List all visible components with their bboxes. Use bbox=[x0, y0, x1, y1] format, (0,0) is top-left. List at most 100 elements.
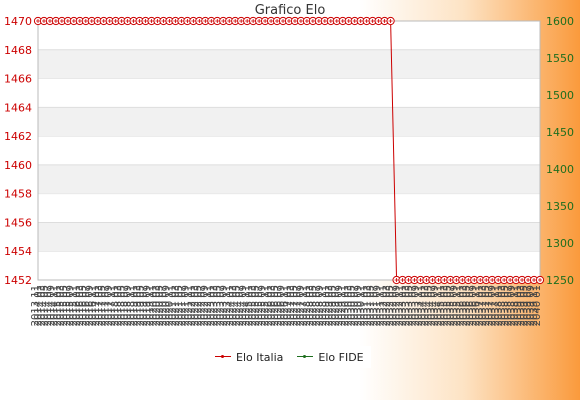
data-point-marker bbox=[478, 278, 483, 282]
x-tick-label: 2015 11 bbox=[68, 285, 79, 326]
x-tick-label: 2024 05 bbox=[231, 285, 242, 326]
data-point-marker bbox=[484, 278, 489, 282]
x-tick-label: 2021 03 bbox=[171, 285, 182, 326]
x-tick-label: 2019 11 bbox=[145, 285, 156, 326]
x-tick-label: 2018 09 bbox=[123, 285, 134, 326]
x-tick-label: 2032 05 bbox=[385, 285, 396, 326]
x-tick-label: 2038 09 bbox=[506, 285, 517, 326]
x-tick-label: 2014 05 bbox=[40, 285, 51, 326]
x-tick-label: 2034 11 bbox=[433, 285, 444, 326]
x-tick-label: 2025 07 bbox=[254, 285, 265, 326]
data-point-marker bbox=[292, 19, 297, 23]
x-tick-label: 2028 03 bbox=[305, 285, 316, 326]
data-point-marker bbox=[173, 19, 178, 23]
legend-label-elo-fide: Elo FIDE bbox=[318, 350, 364, 364]
x-tick-label: 2033 03 bbox=[401, 285, 412, 326]
x-tick-label: 2014 03 bbox=[36, 285, 47, 326]
x-tick-label: 2030 01 bbox=[340, 285, 351, 326]
x-tick-label: 2034 07 bbox=[426, 285, 437, 326]
x-tick-label: 2027 05 bbox=[289, 285, 300, 326]
data-point-marker bbox=[107, 19, 112, 23]
legend-item-elo-italia: Elo Italia bbox=[215, 351, 283, 364]
x-tick-label: 2022 09 bbox=[199, 285, 210, 326]
y-right-tick-label: 1350 bbox=[546, 200, 574, 213]
data-point-marker bbox=[352, 19, 357, 23]
x-tick-label: 2014 07 bbox=[43, 285, 54, 326]
x-tick-label: 2017 09 bbox=[104, 285, 115, 326]
data-point-marker bbox=[448, 278, 453, 282]
x-tick-label: 2036 05 bbox=[462, 285, 473, 326]
data-point-marker bbox=[418, 278, 423, 282]
x-tick-label: 2037 09 bbox=[487, 285, 498, 326]
x-tick-label: 2027 07 bbox=[292, 285, 303, 326]
data-point-marker bbox=[520, 278, 525, 282]
x-tick-label: 2028 09 bbox=[315, 285, 326, 326]
data-point-marker bbox=[358, 19, 363, 23]
x-tick-label: 2015 01 bbox=[52, 285, 63, 326]
x-tick-label: 2016 07 bbox=[81, 285, 92, 326]
x-tick-label: 2019 05 bbox=[136, 285, 147, 326]
data-point-marker bbox=[59, 19, 64, 23]
x-tick-label: 2027 09 bbox=[295, 285, 306, 326]
x-tick-label: 2028 05 bbox=[308, 285, 319, 326]
data-point-marker bbox=[316, 19, 321, 23]
data-point-marker bbox=[496, 278, 501, 282]
x-tick-label: 2013 11 bbox=[30, 285, 41, 326]
data-point-marker bbox=[71, 19, 76, 23]
x-tick-label: 2028 07 bbox=[311, 285, 322, 326]
data-point-marker bbox=[376, 19, 381, 23]
x-tick-label: 2022 01 bbox=[187, 285, 198, 326]
x-tick-label: 2029 01 bbox=[321, 285, 332, 326]
y-left-tick-label: 1458 bbox=[4, 188, 32, 201]
data-point-marker bbox=[179, 19, 184, 23]
data-point-marker bbox=[101, 19, 106, 23]
x-tick-label: 2018 01 bbox=[110, 285, 121, 326]
data-point-marker bbox=[460, 278, 465, 282]
x-tick-label: 2032 03 bbox=[382, 285, 393, 326]
x-tick-label: 2031 07 bbox=[369, 285, 380, 326]
x-tick-label: 2039 07 bbox=[522, 285, 533, 326]
x-tick-label: 2018 07 bbox=[120, 285, 131, 326]
data-point-marker bbox=[251, 19, 256, 23]
x-tick-label: 2016 01 bbox=[72, 285, 83, 326]
x-tick-label: 2025 03 bbox=[247, 285, 258, 326]
x-tick-label: 2020 01 bbox=[148, 285, 159, 326]
data-point-marker bbox=[257, 19, 262, 23]
data-point-marker bbox=[215, 19, 220, 23]
x-tick-label: 2023 03 bbox=[209, 285, 220, 326]
grid-band bbox=[38, 164, 540, 194]
x-tick-label: 2039 03 bbox=[516, 285, 527, 326]
x-tick-label: 2036 07 bbox=[465, 285, 476, 326]
x-tick-label: 2031 05 bbox=[366, 285, 377, 326]
x-tick-label: 2029 05 bbox=[327, 285, 338, 326]
data-point-marker bbox=[131, 19, 136, 23]
data-point-marker bbox=[281, 19, 286, 23]
x-tick-label: 2026 01 bbox=[263, 285, 274, 326]
data-point-marker bbox=[526, 278, 531, 282]
data-point-marker bbox=[382, 19, 387, 23]
data-point-marker bbox=[406, 278, 411, 282]
x-tick-label: 2035 07 bbox=[446, 285, 457, 326]
x-tick-label: 2026 05 bbox=[270, 285, 281, 326]
x-tick-label: 2040 01 bbox=[532, 285, 543, 326]
x-tick-label: 2034 03 bbox=[420, 285, 431, 326]
x-tick-label: 2035 11 bbox=[452, 285, 463, 326]
x-tick-label: 2021 07 bbox=[177, 285, 188, 326]
x-tick-label: 2027 01 bbox=[283, 285, 294, 326]
data-point-marker bbox=[191, 19, 196, 23]
data-point-marker bbox=[89, 19, 94, 23]
legend-swatch-elo-fide bbox=[297, 352, 314, 362]
x-tick-label: 2035 03 bbox=[439, 285, 450, 326]
x-tick-label: 2025 05 bbox=[251, 285, 262, 326]
data-point-marker bbox=[41, 19, 46, 23]
x-tick-label: 2021 09 bbox=[180, 285, 191, 326]
x-tick-label: 2029 09 bbox=[334, 285, 345, 326]
x-tick-label: 2030 05 bbox=[347, 285, 358, 326]
data-point-marker bbox=[239, 19, 244, 23]
x-tick-label: 2019 07 bbox=[139, 285, 150, 326]
data-point-marker bbox=[490, 278, 495, 282]
x-tick-label: 2027 11 bbox=[299, 285, 310, 326]
x-tick-label: 2015 07 bbox=[62, 285, 73, 326]
x-tick-label: 2023 07 bbox=[215, 285, 226, 326]
